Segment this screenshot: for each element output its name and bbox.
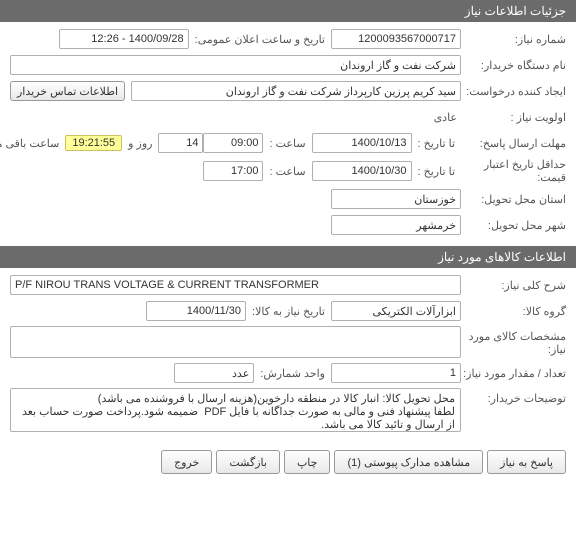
buyer-contact-button[interactable]: اطلاعات تماس خریدار [10,81,125,101]
need-by-date-field [146,301,246,321]
delivery-city-field [331,215,461,235]
reply-to-date-field [312,133,412,153]
label-time-1: ساعت : [263,137,311,150]
countdown-clock: 19:21:55 [65,135,122,151]
need-info-form: شماره نیاز: تاریخ و ساعت اعلان عمومی: نا… [0,22,576,246]
label-to-date-1: تا تاریخ : [412,137,461,150]
price-validity-time-field [203,161,263,181]
price-validity-date-field [312,161,412,181]
delivery-province-field [331,189,461,209]
priority-value: عادی [430,111,461,124]
need-number-field [331,29,461,49]
unit-field [174,363,254,383]
label-time-2: ساعت : [263,165,311,178]
announce-datetime-field [59,29,189,49]
goods-spec-field [10,326,461,358]
label-remaining-hours: ساعت باقی مانده [0,137,65,150]
label-need-number: شماره نیاز: [461,33,566,46]
label-general-desc: شرح کلی نیاز: [461,279,566,292]
requester-field [131,81,461,101]
reply-to-time-field [203,133,263,153]
label-requester: ایجاد کننده درخواست: [461,85,566,98]
back-button[interactable]: بازگشت [216,450,280,474]
buyer-org-field [10,55,461,75]
label-unit: واحد شمارش: [254,367,331,380]
label-price-validity: حداقل تاریخ اعتبار قیمت: [461,158,566,184]
section-header-need-info: جزئیات اطلاعات نیاز [0,0,576,22]
goods-group-field [331,301,461,321]
label-priority: اولویت نیاز : [461,111,566,124]
label-reply-deadline: مهلت ارسال پاسخ: [461,137,566,150]
label-delivery-province: استان محل تحویل: [461,193,566,206]
section-header-items-info: اطلاعات کالاهای مورد نیاز [0,246,576,268]
reply-button[interactable]: پاسخ به نیاز [487,450,566,474]
label-remaining-days: روز و [122,137,158,150]
label-qty: تعداد / مقدار مورد نیاز: [461,367,566,380]
label-buyer-org: نام دستگاه خریدار: [461,59,566,72]
remaining-days-field [158,133,203,153]
attachments-button[interactable]: مشاهده مدارک پیوستی (1) [334,450,483,474]
general-desc-field [10,275,461,295]
label-goods-group: گروه کالا: [461,305,566,318]
buyer-notes-field [10,388,461,432]
label-delivery-city: شهر محل تحویل: [461,219,566,232]
print-button[interactable]: چاپ [284,450,331,474]
label-goods-spec: مشخصات کالای مورد نیاز: [461,326,566,356]
label-announce-datetime: تاریخ و ساعت اعلان عمومی: [189,33,331,46]
qty-field [331,363,461,383]
label-buyer-notes: توضیحات خریدار: [461,388,566,405]
items-info-form: شرح کلی نیاز: گروه کالا: تاریخ نیاز به ک… [0,268,576,442]
action-button-row: پاسخ به نیاز مشاهده مدارک پیوستی (1) چاپ… [0,442,576,482]
exit-button[interactable]: خروج [161,450,212,474]
label-need-by-date: تاریخ نیاز به کالا: [246,305,331,318]
label-to-date-2: تا تاریخ : [412,165,461,178]
